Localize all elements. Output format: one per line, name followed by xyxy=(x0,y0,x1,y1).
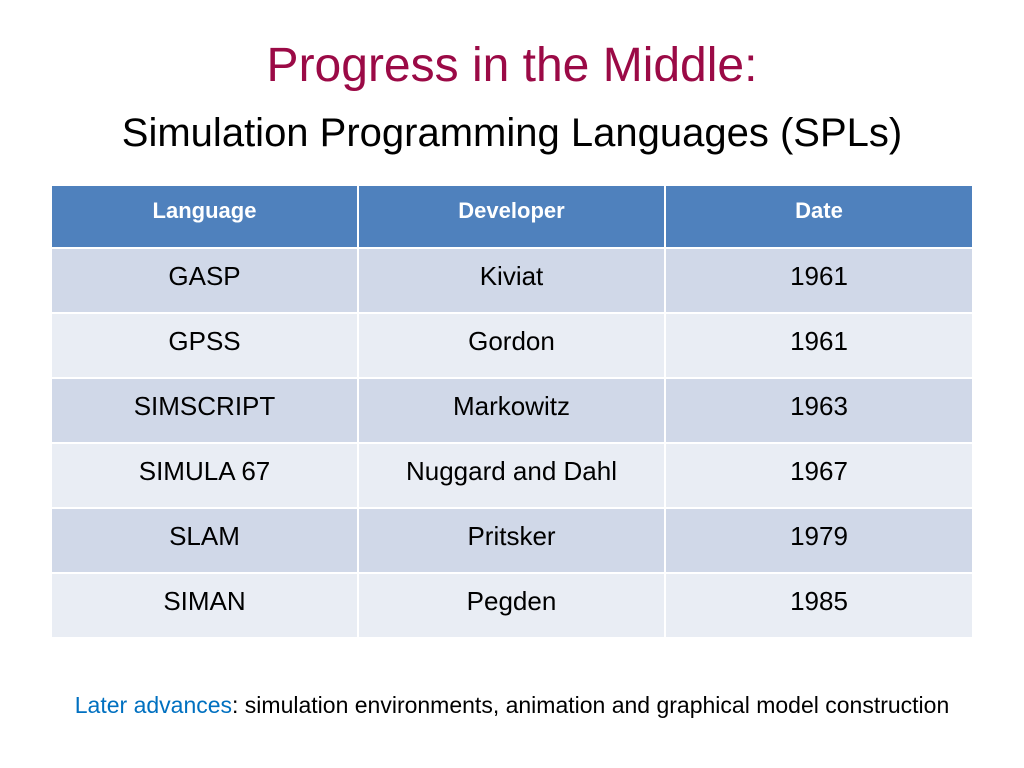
cell-developer: Nuggard and Dahl xyxy=(357,442,666,509)
cell-language: GASP xyxy=(52,247,359,314)
table-row: SIMULA 67 Nuggard and Dahl 1967 xyxy=(52,442,972,509)
slide-subtitle: Simulation Programming Languages (SPLs) xyxy=(121,111,903,155)
header-language: Language xyxy=(52,186,359,249)
footer-note: Later advances: simulation environments,… xyxy=(0,692,1024,719)
cell-language: GPSS xyxy=(52,312,359,379)
cell-language: SIMAN xyxy=(52,572,359,639)
table-row: GASP Kiviat 1961 xyxy=(52,247,972,314)
cell-date: 1961 xyxy=(664,312,972,379)
table-row: SLAM Pritsker 1979 xyxy=(52,507,972,574)
cell-date: 1967 xyxy=(664,442,972,509)
footer-highlight: Later advances xyxy=(74,692,233,718)
header-date: Date xyxy=(664,186,972,249)
footer-text: : simulation environments, animation and… xyxy=(232,692,950,718)
table-header-row: Language Developer Date xyxy=(52,186,972,249)
cell-date: 1985 xyxy=(664,572,972,639)
cell-developer: Kiviat xyxy=(357,247,666,314)
slide-title: Progress in the Middle: xyxy=(266,39,758,92)
table-row: SIMAN Pegden 1985 xyxy=(52,572,972,639)
table-row: SIMSCRIPT Markowitz 1963 xyxy=(52,377,972,444)
cell-developer: Pegden xyxy=(357,572,666,639)
cell-language: SIMULA 67 xyxy=(52,442,359,509)
cell-date: 1961 xyxy=(664,247,972,314)
header-developer: Developer xyxy=(357,186,666,249)
cell-developer: Gordon xyxy=(357,312,666,379)
table-row: GPSS Gordon 1961 xyxy=(52,312,972,379)
cell-developer: Markowitz xyxy=(357,377,666,444)
cell-developer: Pritsker xyxy=(357,507,666,574)
cell-date: 1979 xyxy=(664,507,972,574)
languages-table: Language Developer Date GASP Kiviat 1961 GP… xyxy=(52,186,972,639)
cell-language: SIMSCRIPT xyxy=(52,377,359,444)
cell-language: SLAM xyxy=(52,507,359,574)
cell-date: 1963 xyxy=(664,377,972,444)
